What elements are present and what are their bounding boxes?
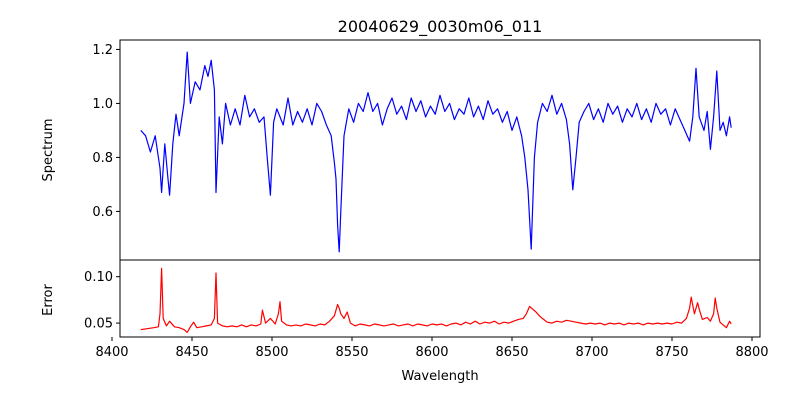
x-tick-label: 8400 (95, 345, 128, 360)
spectrum-panel: Spectrum 0.6 0.8 1.0 1.2 (41, 39, 761, 261)
y-tick-label: 0.05 (84, 317, 113, 332)
error-y-axis-label: Error (41, 284, 56, 316)
y-tick-label: 0.10 (84, 270, 113, 285)
x-tick-label: 8450 (175, 345, 208, 360)
y-tick-label: 1.2 (92, 43, 113, 58)
y-tick-label: 1.0 (92, 97, 113, 112)
x-tick-label: 8800 (735, 345, 768, 360)
x-tick-label: 8500 (255, 345, 288, 360)
x-tick-label: 8550 (335, 345, 368, 360)
y-tick-label: 0.8 (92, 151, 113, 166)
chart-title: 20040629_0030m06_011 (338, 17, 543, 37)
spectrum-y-axis-label: Spectrum (41, 119, 56, 182)
error-panel: Error 0.05 0.10 (41, 259, 761, 338)
error-series-line (140, 267, 732, 333)
x-tick-label: 8750 (655, 345, 688, 360)
x-tick-label: 8700 (575, 345, 608, 360)
x-tick-label: 8650 (495, 345, 528, 360)
error-plot-frame (119, 259, 761, 338)
x-tick-label: 8600 (415, 345, 448, 360)
x-axis-label: Wavelength (401, 369, 478, 384)
spectrum-plot-frame (119, 39, 761, 261)
spectrum-series-line (140, 51, 732, 253)
y-tick-label: 0.6 (92, 205, 113, 220)
x-axis: 8400 8450 8500 8550 8600 8650 8700 8750 8800 (95, 337, 769, 360)
